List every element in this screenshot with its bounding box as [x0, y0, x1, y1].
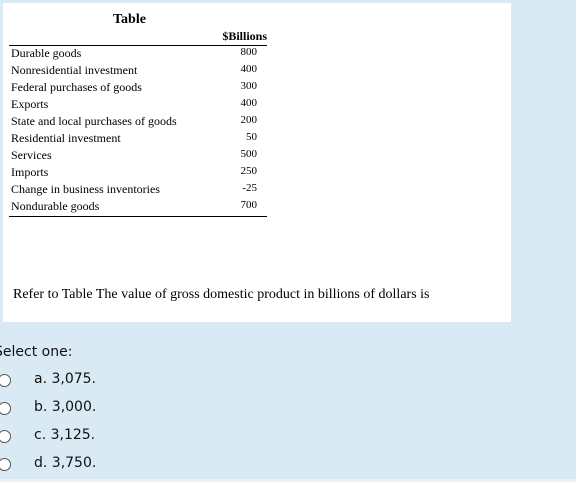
row-value: -25 — [242, 182, 257, 194]
option-label[interactable]: b. 3,000. — [34, 399, 97, 415]
row-label: Imports — [11, 165, 49, 179]
row-value: 400 — [240, 97, 258, 109]
row-value: 500 — [240, 148, 258, 160]
row-value: 800 — [240, 46, 258, 58]
row-value: 250 — [240, 165, 258, 177]
unit-header: $Billions — [222, 29, 267, 43]
table-row: Durable goods 800 — [9, 46, 267, 63]
row-label: Services — [11, 148, 52, 162]
table-row: Nondurable goods 700 — [9, 199, 267, 217]
table-title: Table — [113, 12, 146, 27]
table-row: Imports 250 — [9, 165, 267, 182]
table-row: Residential investment 50 — [9, 131, 267, 148]
bottom-divider — [0, 479, 576, 482]
row-value: 200 — [240, 114, 258, 126]
table-row: Federal purchases of goods 300 — [9, 80, 267, 97]
answer-option-c[interactable]: c. 3,125. — [0, 426, 200, 446]
row-value: 50 — [246, 131, 257, 143]
answer-option-d[interactable]: d. 3,750. — [0, 454, 200, 474]
row-label: State and local purchases of goods — [11, 114, 177, 128]
radio-button-icon[interactable] — [0, 374, 11, 387]
row-label: Durable goods — [11, 46, 82, 60]
question-text: Refer to Table The value of gross domest… — [13, 287, 430, 302]
answer-option-a[interactable]: a. 3,075. — [0, 370, 200, 390]
radio-button-icon[interactable] — [0, 430, 11, 443]
row-label: Exports — [11, 97, 49, 111]
row-label: Nonresidential investment — [11, 63, 138, 77]
select-one-prompt: Select one: — [0, 344, 73, 360]
option-label[interactable]: d. 3,750. — [34, 455, 97, 471]
question-panel: Table $Billions Durable goods 800 Nonres… — [3, 3, 511, 322]
answer-option-b[interactable]: b. 3,000. — [0, 398, 200, 418]
row-value: 400 — [240, 63, 258, 75]
table-row: State and local purchases of goods 200 — [9, 114, 267, 131]
row-label: Nondurable goods — [11, 199, 100, 213]
table-row: Services 500 — [9, 148, 267, 165]
row-label: Change in business inventories — [11, 182, 160, 196]
data-table: $Billions Durable goods 800 Nonresidenti… — [9, 28, 267, 217]
row-value: 300 — [240, 80, 258, 92]
radio-button-icon[interactable] — [0, 458, 11, 471]
row-label: Residential investment — [11, 131, 121, 145]
row-value: 700 — [240, 199, 258, 211]
option-label[interactable]: c. 3,125. — [34, 427, 96, 443]
table-row: Change in business inventories -25 — [9, 182, 267, 199]
table-column-header: $Billions — [9, 28, 267, 46]
table-row: Exports 400 — [9, 97, 267, 114]
row-label: Federal purchases of goods — [11, 80, 142, 94]
option-label[interactable]: a. 3,075. — [34, 371, 97, 387]
table-row: Nonresidential investment 400 — [9, 63, 267, 80]
radio-button-icon[interactable] — [0, 402, 11, 415]
